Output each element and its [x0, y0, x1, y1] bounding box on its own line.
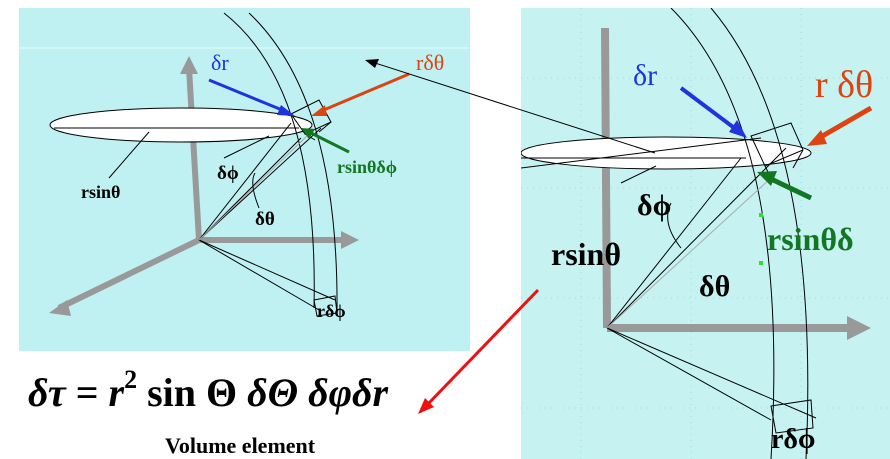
right-label-r-dtheta: r δθ [815, 64, 874, 106]
left-label-dtheta: δθ [255, 209, 275, 230]
cone-lines [521, 137, 817, 421]
left-label-dr: δr [211, 50, 229, 75]
cone-lines [54, 122, 336, 311]
caption: Volume element [165, 433, 316, 458]
left-label-r-dtheta: rδθ [416, 50, 445, 75]
left-label-r-dphi: rδϕ [317, 301, 346, 321]
right-label-dphi: δϕ [637, 189, 672, 222]
right-label-r-sin-theta: rsinθ [551, 236, 622, 272]
coordinate-axes [57, 67, 349, 311]
r-dphi-element [770, 399, 814, 434]
right-diagram-panel: δr r δθ δϕ rsinθδ rsinθ δθ rδϕ [521, 8, 890, 459]
left-diagram-drawing [19, 12, 470, 317]
latitude-circle [521, 136, 812, 170]
formula-equals: = [65, 370, 109, 415]
longitude-arc-1 [223, 12, 315, 309]
x-axis [57, 237, 201, 311]
formula-r: r [108, 370, 125, 415]
formula-sin: sin [137, 370, 206, 415]
formula-theta: Θ [206, 370, 238, 415]
right-label-r-sin-theta-dtheta: rsinθδ [767, 221, 854, 257]
left-diagram-panel: δr rδθ δϕ rsinθδϕ rsinθ δθ rδϕ [19, 8, 470, 351]
volume-element-formula: δτ = r2 sin Θ δΘ δφδr [28, 365, 388, 416]
r-dphi-element [313, 295, 338, 317]
formula-lhs: δτ [28, 370, 66, 415]
left-label-r-sin-theta: rsinθ [81, 182, 121, 202]
left-label-dphi: δϕ [217, 163, 239, 184]
formula-rest: δΘ δφδr [237, 370, 389, 415]
right-label-dtheta: δθ [699, 270, 731, 303]
longitude-arc-2 [248, 12, 338, 314]
formula-exponent: 2 [124, 365, 138, 394]
z-axis [186, 67, 202, 241]
latitude-circle [49, 107, 313, 143]
left-label-r-sin-theta-dtheta-dphi: rsinθδϕ [337, 157, 397, 177]
right-label-r-dphi: rδϕ [771, 424, 816, 455]
right-label-dr: δr [633, 59, 658, 92]
longitude-arc-1 [670, 8, 775, 459]
